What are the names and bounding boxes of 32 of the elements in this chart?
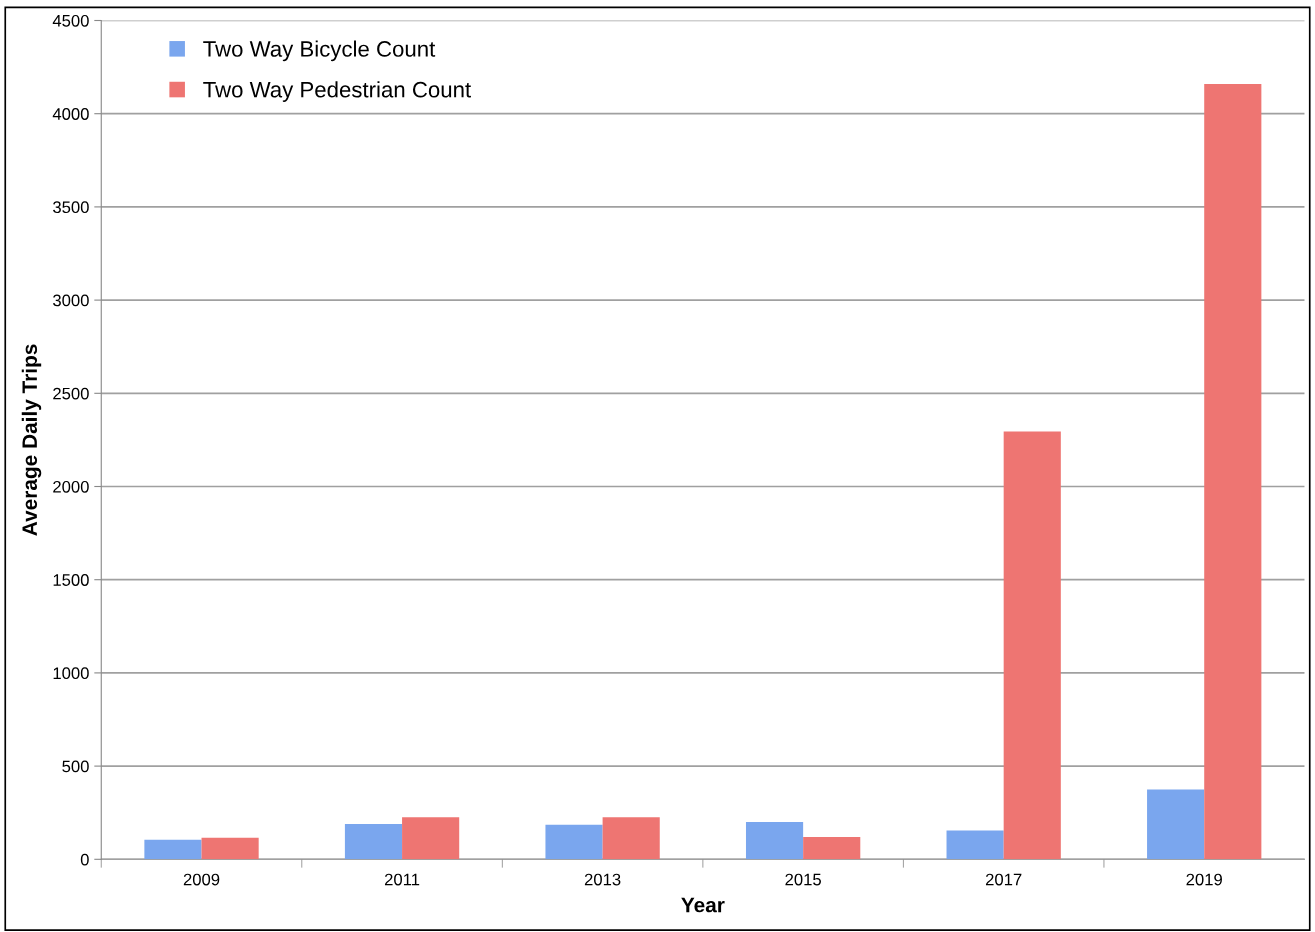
x-axis-title: Year: [681, 897, 725, 913]
y-tick-label: 3000: [53, 294, 89, 307]
bar: [545, 824, 603, 860]
legend-label: Two Way Pedestrian Count: [203, 81, 471, 102]
x-tick-label: 2015: [785, 873, 821, 886]
y-tick-label: 500: [62, 760, 89, 773]
x-tick-label: 2019: [1186, 873, 1222, 886]
y-axis-title: Average Daily Trips: [21, 344, 42, 536]
x-tick-label: 2017: [985, 873, 1022, 886]
bar: [344, 823, 403, 860]
y-tick-label: 1000: [53, 667, 89, 680]
bar: [602, 817, 660, 860]
y-tick-label: 1500: [53, 574, 89, 586]
bar: [1003, 431, 1061, 860]
x-tick-label: 2011: [384, 873, 420, 886]
y-tick-label: 3500: [53, 201, 89, 214]
y-tick-label: 2000: [53, 480, 89, 493]
y-tick-label: 2500: [53, 387, 89, 400]
bar: [1204, 83, 1262, 860]
y-tick-label: 0: [80, 853, 89, 866]
y-tick-label: 4500: [52, 14, 89, 27]
x-tick-label: 2009: [183, 873, 220, 886]
bar: [144, 839, 202, 860]
bar: [946, 830, 1004, 860]
bar: [803, 836, 861, 860]
bar: [1147, 789, 1205, 860]
bar: [402, 817, 460, 860]
legend-label: Two Way Bicycle Count: [203, 40, 436, 62]
bar: [201, 837, 259, 860]
x-tick-label: 2013: [584, 873, 621, 886]
y-tick-label: 4000: [52, 108, 89, 120]
bar: [745, 822, 804, 860]
